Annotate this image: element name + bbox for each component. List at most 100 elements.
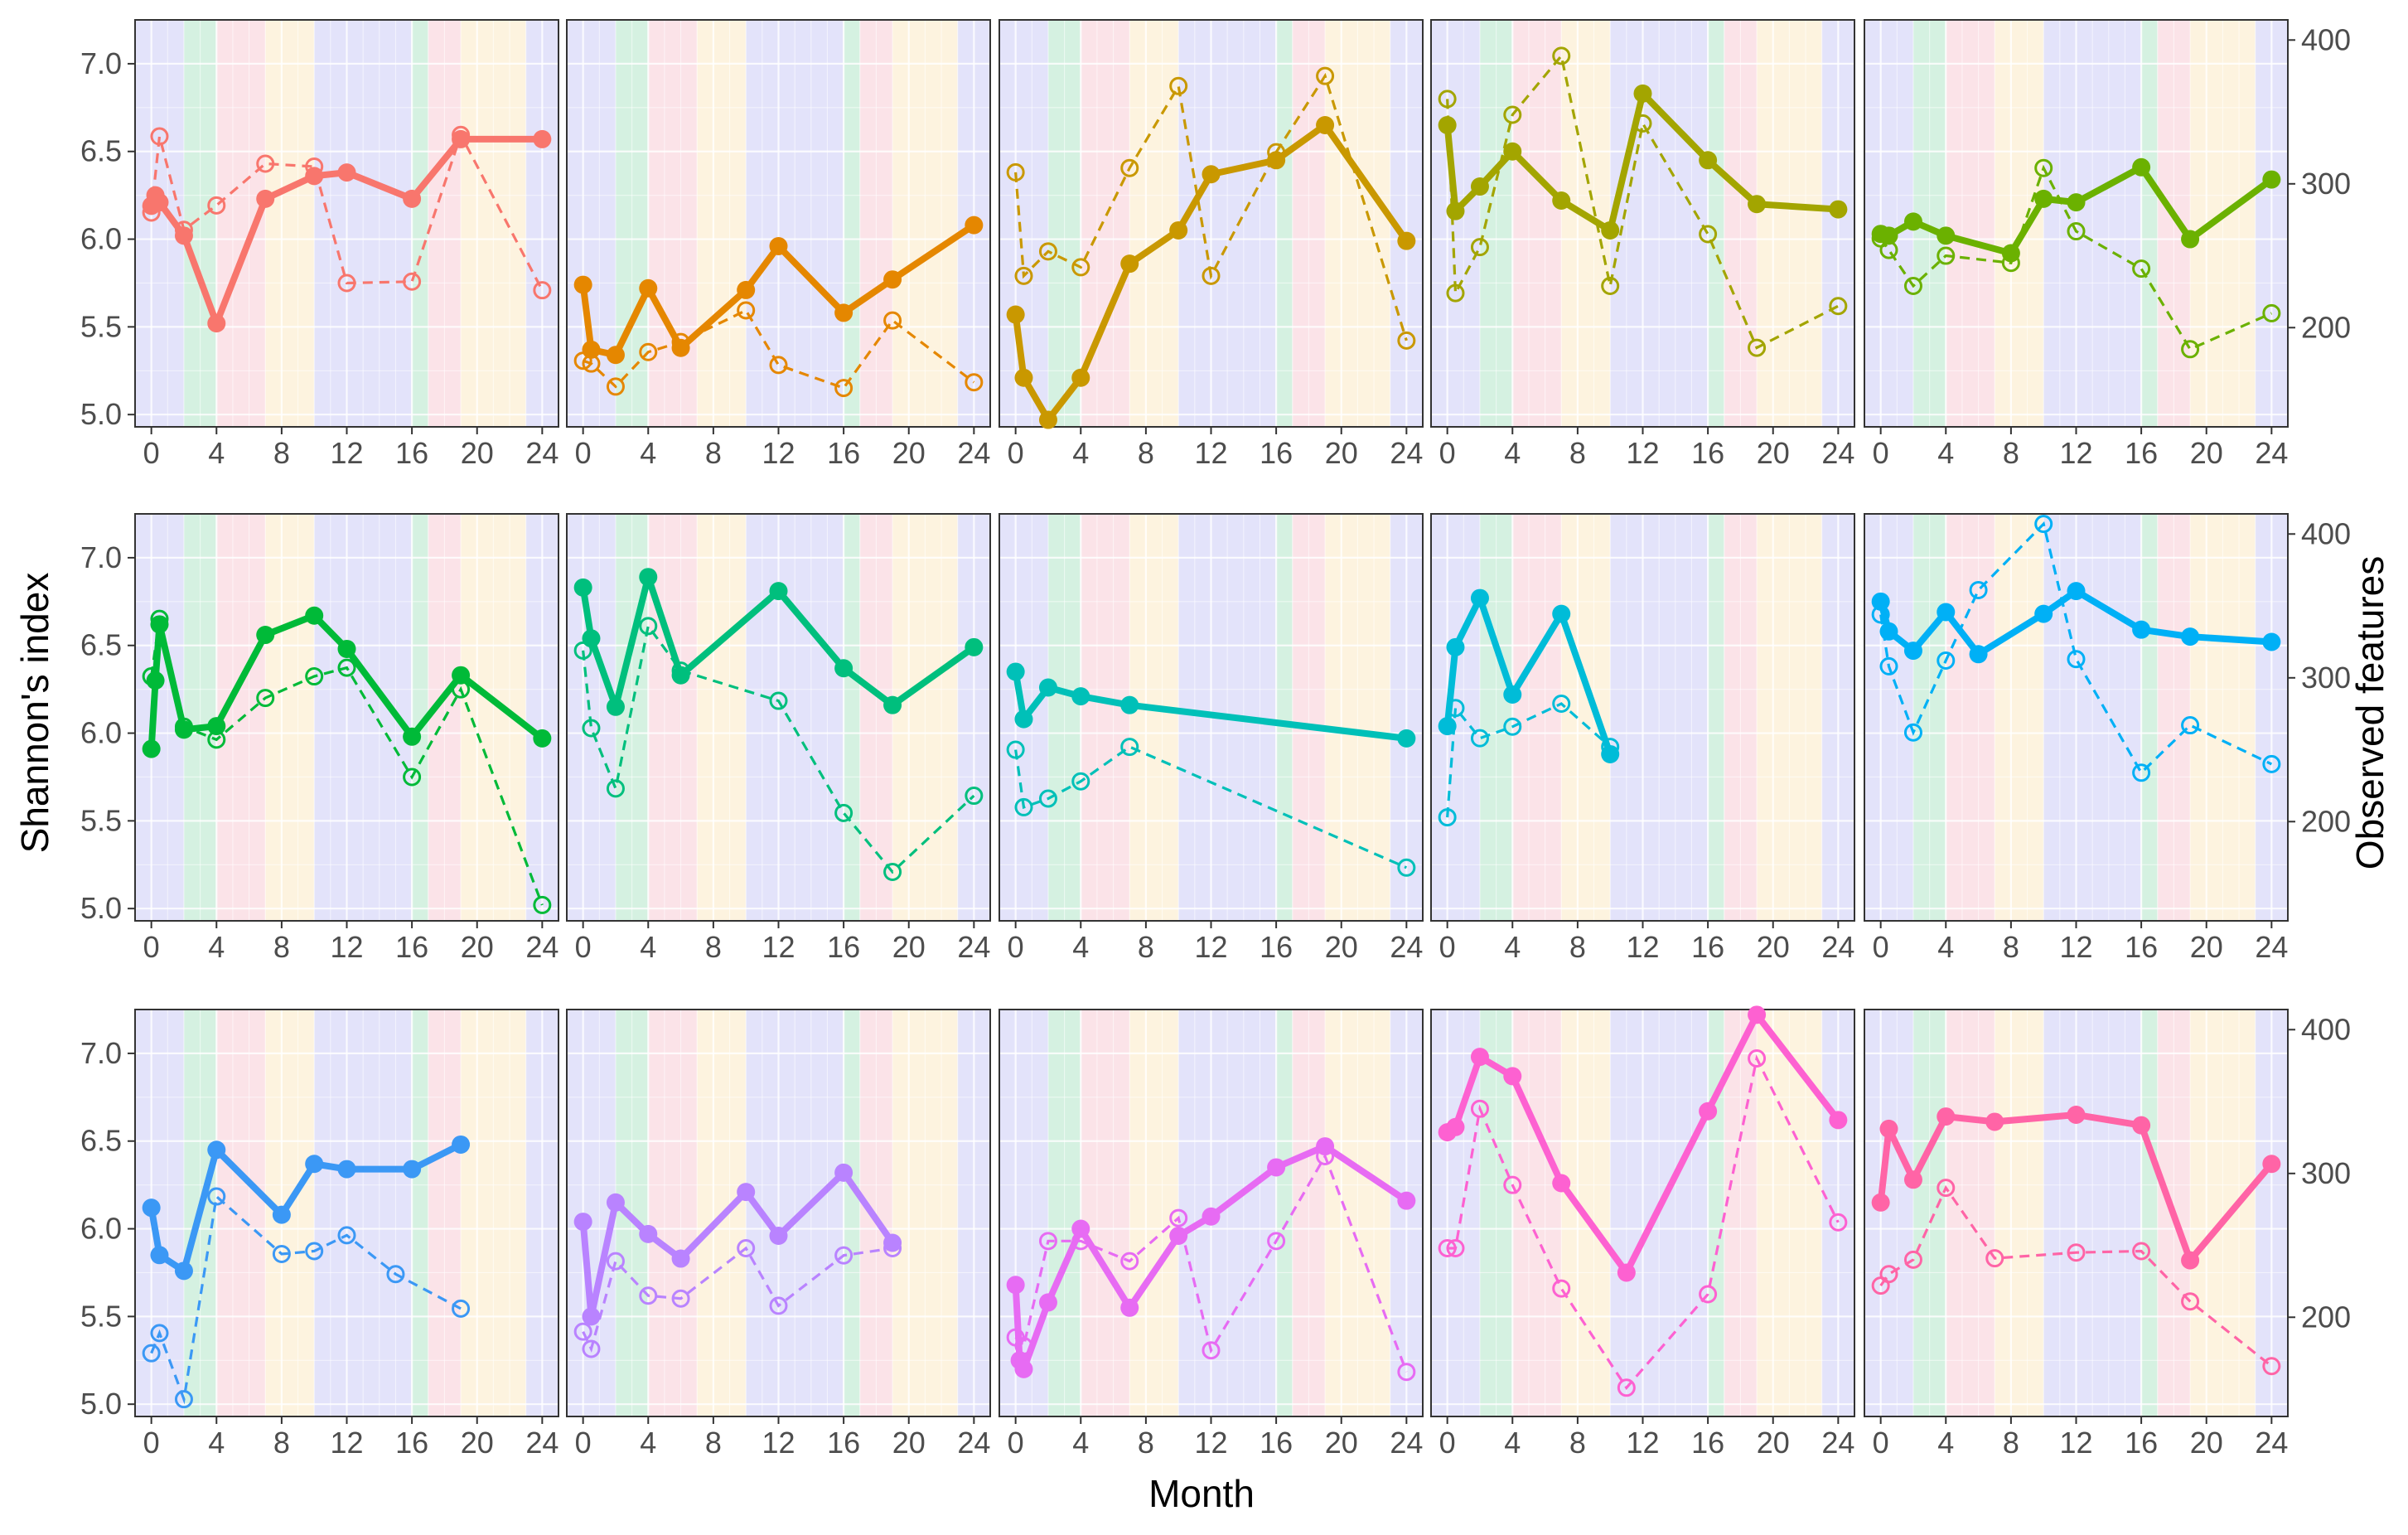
shannon-point (1446, 637, 1465, 656)
x-tick-label: 16 (2125, 1426, 2158, 1460)
shannon-point (1748, 1005, 1767, 1024)
observed-point (1397, 331, 1416, 350)
x-tick-label: 24 (1821, 436, 1854, 470)
observed-point (1316, 66, 1335, 85)
observed-point (1617, 1378, 1636, 1397)
shannon-point (452, 1135, 471, 1154)
observed-point (1937, 651, 1956, 670)
x-tick-label: 24 (1821, 930, 1854, 964)
observed-point (1071, 772, 1090, 791)
x-tick-label: 12 (762, 1426, 795, 1460)
observed-point (1397, 858, 1416, 877)
shannon-point (1202, 165, 1221, 184)
x-tick-label: 4 (1072, 436, 1089, 470)
observed-point (2067, 650, 2086, 669)
x-tick-label: 0 (1873, 1426, 1889, 1460)
x-tick-label: 24 (525, 436, 558, 470)
shannon-point (883, 695, 902, 714)
shannon-point (1601, 744, 1620, 763)
x-tick-label: 8 (273, 1426, 290, 1460)
observed-point (1014, 797, 1033, 816)
shannon-point (1748, 195, 1767, 214)
period-band (2141, 20, 2158, 427)
y-tick-label-right: 300 (2301, 1156, 2351, 1190)
y-tick-label-right: 200 (2301, 1300, 2351, 1334)
shannon-point (1871, 1193, 1890, 1212)
period-band (1129, 1010, 1179, 1416)
period-band (1946, 20, 1995, 427)
shannon-point (337, 639, 356, 658)
period-band (1512, 20, 1562, 427)
shannon-point (573, 275, 592, 294)
y-tick-label-right: 400 (2301, 516, 2351, 550)
shannon-point (1446, 1117, 1465, 1136)
y-tick-label-left: 5.0 (80, 397, 122, 431)
shannon-point (769, 1227, 788, 1246)
x-tick-label: 8 (2003, 436, 2019, 470)
x-tick-label: 16 (1260, 436, 1293, 470)
x-tick-label: 16 (827, 436, 860, 470)
shannon-point (142, 1198, 161, 1218)
x-tick-label: 20 (461, 436, 494, 470)
observed-point (1985, 1249, 2004, 1268)
shannon-point (965, 215, 984, 235)
x-tick-label: 20 (1757, 436, 1790, 470)
y-tick-label-left: 6.5 (80, 134, 122, 168)
shannon-point (573, 1213, 592, 1232)
shannon-line (1877, 588, 2272, 658)
y-tick-label-left: 6.0 (80, 1212, 122, 1246)
x-tick-label: 0 (575, 930, 592, 964)
x-tick-label: 20 (2190, 436, 2223, 470)
period-band (1946, 514, 1995, 921)
observed-point (452, 1299, 471, 1318)
shannon-point (1006, 1276, 1025, 1295)
panel-1: 0 4 8 12 16 20 24 5.0 5.5 6.0 6.5 7.0 (80, 19, 559, 470)
observed-point (1829, 1213, 1848, 1232)
period-band (135, 1010, 184, 1416)
period-band (1276, 1010, 1293, 1416)
shannon-point (174, 1261, 193, 1281)
x-tick-label: 20 (461, 930, 494, 964)
shannon-point (1879, 622, 1898, 641)
x-tick-label: 20 (1325, 436, 1358, 470)
shannon-point (1969, 645, 1988, 664)
period-band (1276, 20, 1293, 427)
observed-point (305, 667, 324, 686)
y-tick-label-left: 6.0 (80, 716, 122, 750)
shannon-point (1038, 410, 1057, 429)
period-band (412, 20, 428, 427)
observed-features-line (582, 1246, 893, 1353)
period-band (1708, 514, 1724, 921)
shannon-point (2132, 1116, 2151, 1135)
observed-point (256, 689, 275, 708)
observed-point (1038, 789, 1057, 808)
period-band (648, 514, 698, 921)
shannon-point (305, 1155, 324, 1174)
x-tick-label: 12 (762, 436, 795, 470)
y-tick-label-left: 5.0 (80, 891, 122, 925)
panel-11: 0 4 8 12 16 20 24 5.0 5.5 6.0 6.5 7.0 (80, 1009, 559, 1460)
observed-point (1446, 283, 1465, 303)
x-tick-label: 0 (1439, 1426, 1456, 1460)
x-tick-label: 20 (461, 1426, 494, 1460)
observed-point (1202, 266, 1221, 285)
shannon-point (1267, 151, 1286, 170)
shannon-point (1699, 151, 1718, 170)
observed-point (1438, 1239, 1457, 1258)
x-tick-label: 12 (2059, 436, 2092, 470)
period-band (412, 514, 428, 921)
observed-point (1601, 276, 1620, 295)
x-tick-label: 16 (1691, 930, 1724, 964)
period-band (1081, 1010, 1130, 1416)
x-tick-label: 24 (957, 1426, 990, 1460)
x-tick-label: 4 (640, 930, 656, 964)
x-tick-label: 8 (705, 436, 722, 470)
x-tick-label: 12 (1626, 930, 1659, 964)
period-band (1561, 514, 1611, 921)
observed-point (834, 1246, 853, 1265)
x-tick-label: 0 (143, 930, 160, 964)
x-tick-label: 24 (1821, 1426, 1854, 1460)
observed-point (769, 1296, 788, 1315)
shannon-point (606, 1193, 625, 1212)
panel-4: 0 4 8 12 16 20 24 (1430, 19, 1855, 470)
